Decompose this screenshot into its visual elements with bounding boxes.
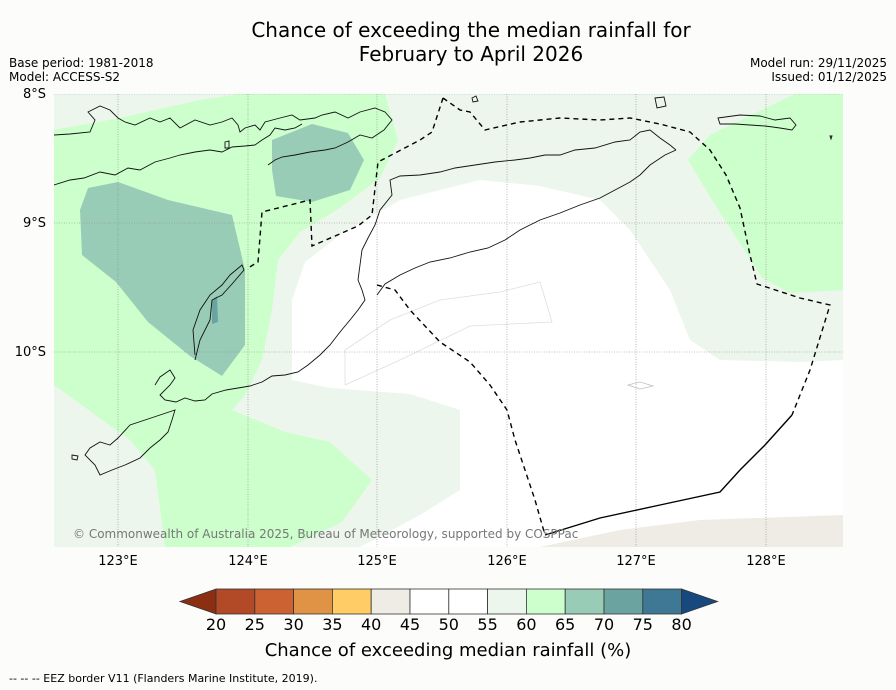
lon-label: 125°E [357, 554, 397, 569]
base-period: Base period: 1981-2018 [9, 56, 154, 70]
issued-date: Issued: 01/12/2025 [771, 70, 887, 84]
coastline-small-island-1 [224, 140, 230, 149]
lat-label: 9°S [23, 216, 46, 231]
colorbar-swatch [370, 588, 411, 615]
lon-label: 123°E [98, 554, 138, 569]
colorbar-tick: 70 [593, 615, 615, 634]
graticule [54, 94, 843, 547]
colorbar-swatch [564, 588, 605, 615]
coastline-small-island-4 [829, 135, 833, 141]
colorbar-label: Chance of exceeding median rainfall (%) [264, 640, 632, 661]
eez-border-solid [544, 414, 793, 536]
colorbar-swatch [331, 588, 372, 615]
shade-65-70-north [272, 124, 364, 202]
colorbar-tick: 65 [555, 615, 576, 634]
lat-label: 8°S [23, 87, 46, 102]
lon-labels: 123°E 124°E 125°E 126°E 127°E 128°E [98, 554, 786, 569]
shade-60-65-east [688, 94, 843, 293]
meta-left: Base period: 1981-2018 Model: ACCESS-S2 [9, 56, 154, 84]
coastline-small-island-2 [654, 96, 667, 109]
coastline-timor [154, 129, 677, 403]
lon-label: 124°E [228, 554, 268, 569]
shade-40-45-se [540, 515, 843, 547]
title-line-1: Chance of exceeding the median rainfall … [251, 18, 691, 42]
colorbar-swatch [254, 588, 295, 615]
model-run: Model run: 29/11/2025 [749, 56, 887, 70]
contour-50-55 [344, 281, 553, 386]
coastline-timor-south [376, 149, 677, 296]
coastline-islet [71, 454, 79, 461]
shade-65-70-west [80, 182, 245, 376]
chart-title: Chance of exceeding the median rainfall … [0, 18, 896, 66]
colorbar-arrow-high [681, 588, 719, 615]
colorbar-swatch [487, 588, 527, 615]
copyright-notice: © Commonwealth of Australia 2025, Bureau… [73, 527, 578, 541]
map-area [54, 94, 843, 547]
meta-right: Model run: 29/11/2025 Issued: 01/12/2025 [750, 56, 887, 84]
lon-label: 127°E [616, 554, 656, 569]
colorbar-tick: 60 [516, 615, 537, 634]
coastline-wetar [717, 114, 797, 131]
lat-labels: 8°S 9°S 10°S [15, 87, 46, 360]
colorbar-tick: 25 [244, 615, 265, 634]
colorbar-tick: 30 [283, 615, 304, 634]
colorbar-tick: 75 [632, 615, 653, 634]
coastline-savu [84, 409, 176, 476]
colorbar-tick: 55 [477, 615, 498, 634]
colorbar-tick: 20 [205, 615, 227, 634]
colorbar-tick: 40 [361, 615, 382, 634]
colorbar-arrow-low [178, 588, 217, 615]
coastlines [54, 95, 833, 476]
colorbar-tick: 35 [322, 615, 343, 634]
coastline-flores-north [54, 105, 393, 166]
colorbar-swatch [448, 588, 488, 615]
coastline-sumba [192, 264, 245, 361]
colorbar-swatch [603, 588, 644, 615]
lon-label: 126°E [487, 554, 527, 569]
model-name: Model: ACCESS-S2 [9, 70, 121, 84]
eez-border [247, 97, 831, 536]
colorbar-swatch [215, 588, 256, 615]
colorbar-ticks: 20 25 30 35 40 45 50 55 60 65 70 75 80 [0, 615, 896, 635]
colorbar-tick: 50 [438, 615, 459, 634]
colorbar [178, 588, 719, 615]
eez-footnote: -- -- -- EEZ border V11 (Flanders Marine… [9, 672, 318, 685]
lat-label: 10°S [15, 345, 46, 360]
colorbar-swatch [409, 588, 450, 615]
lon-label: 128°E [746, 554, 786, 569]
shade-70-75-small [212, 296, 218, 324]
coastline-flores-south [54, 123, 303, 186]
contour-small-island [626, 381, 655, 390]
colorbar-swatch [293, 588, 333, 615]
colorbar-swatch [642, 588, 682, 615]
colorbar-tick: 80 [671, 615, 692, 634]
colorbar-tick: 45 [399, 615, 421, 634]
coastline-small-island-3 [471, 95, 479, 103]
title-line-2: February to April 2026 [358, 42, 584, 66]
colorbar-swatch [526, 588, 566, 615]
